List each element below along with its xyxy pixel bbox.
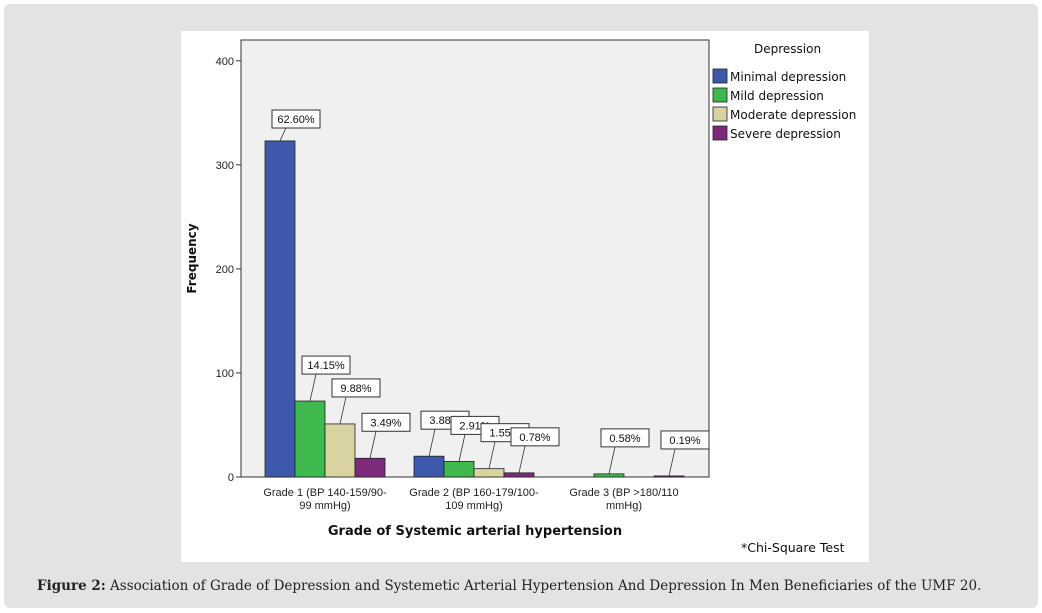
bar: [354, 457, 386, 478]
y-tick-label: 300: [216, 160, 234, 172]
data-label-box: [660, 430, 710, 450]
data-label-leader: [608, 446, 616, 474]
legend-entry: Moderate depression: [730, 108, 856, 122]
footnote: *Chi-Square Test: [741, 540, 845, 555]
x-tick-label: Grade 3 (BP >180/110 mmHg): [569, 487, 678, 512]
legend-swatch: [712, 68, 728, 84]
chart-panel: 0 100 200 300 400 Frequency 62.60% 3.88% 14.15% 2…: [181, 31, 869, 562]
data-label-leader: [458, 434, 466, 462]
bar: [653, 475, 685, 478]
x-tick-label-line: mmHg): [606, 500, 642, 512]
legend-entry: Mild depression: [730, 89, 824, 103]
bar: [294, 400, 326, 478]
y-tick-label: 100: [216, 368, 234, 380]
data-label: 0.78%: [519, 432, 550, 444]
bar: [324, 423, 356, 478]
data-label-box: [510, 427, 560, 447]
data-label: 62.60%: [277, 114, 315, 126]
data-label: 9.88%: [340, 383, 371, 395]
legend-entry: Minimal depression: [730, 70, 846, 84]
bar: [264, 140, 296, 478]
x-tick-label-line: Grade 3 (BP >180/110: [569, 487, 678, 499]
x-tick-label: Grade 2 (BP 160-179/100-109 mmHg): [409, 487, 539, 512]
data-label-leader: [668, 448, 676, 477]
caption-label: Figure 2:: [37, 578, 106, 594]
data-label-box: [361, 412, 411, 432]
caption-text: Association of Grade of Depression and S…: [105, 578, 982, 594]
bar-chart: 0100200300400Frequency62.60%3.88%14.15%2…: [185, 39, 856, 555]
data-label-box: [600, 428, 650, 448]
data-label: 14.15%: [307, 360, 345, 372]
data-label-leader: [369, 431, 377, 459]
figure-frame: 0 100 200 300 400 Frequency 62.60% 3.88% 14.15% 2…: [4, 4, 1038, 608]
x-tick-label-line: 99 mmHg): [299, 500, 350, 512]
y-tick-label: 0: [228, 472, 234, 484]
legend-swatch: [712, 106, 728, 122]
x-axis-label: Grade of Systemic arterial hypertension: [328, 524, 622, 539]
x-tick-label-line: Grade 2 (BP 160-179/100-: [409, 487, 539, 499]
bar: [443, 460, 475, 478]
data-label-leader: [279, 127, 287, 142]
data-label-box: [301, 355, 351, 375]
x-tick-label-line: 109 mmHg): [445, 500, 502, 512]
data-label-box: [331, 378, 381, 398]
data-label: 0.19%: [669, 435, 700, 447]
data-label-box: [271, 109, 321, 129]
figure-caption: Figure 2: Association of Grade of Depres…: [37, 578, 1027, 594]
bar: [473, 468, 505, 478]
data-label-leader: [428, 429, 436, 457]
bar: [593, 473, 625, 478]
data-label: 0.58%: [609, 433, 640, 445]
data-label-leader: [339, 396, 347, 425]
y-tick-label: 400: [216, 56, 234, 68]
y-tick-label: 200: [216, 264, 234, 276]
data-label-leader: [309, 373, 317, 402]
x-tick-label: Grade 1 (BP 140-159/90-99 mmHg): [263, 487, 387, 512]
bar: [413, 455, 445, 478]
x-tick-label-line: Grade 1 (BP 140-159/90-: [263, 487, 387, 499]
data-label-leader: [488, 441, 496, 469]
data-label: 3.49%: [370, 417, 401, 429]
bar: [503, 472, 535, 478]
legend-entry: Severe depression: [730, 127, 841, 141]
data-label-leader: [518, 445, 526, 473]
legend-title: Depression: [754, 42, 821, 56]
legend-swatch: [712, 87, 728, 103]
y-axis-label: Frequency: [185, 223, 199, 293]
legend-swatch: [712, 125, 728, 141]
